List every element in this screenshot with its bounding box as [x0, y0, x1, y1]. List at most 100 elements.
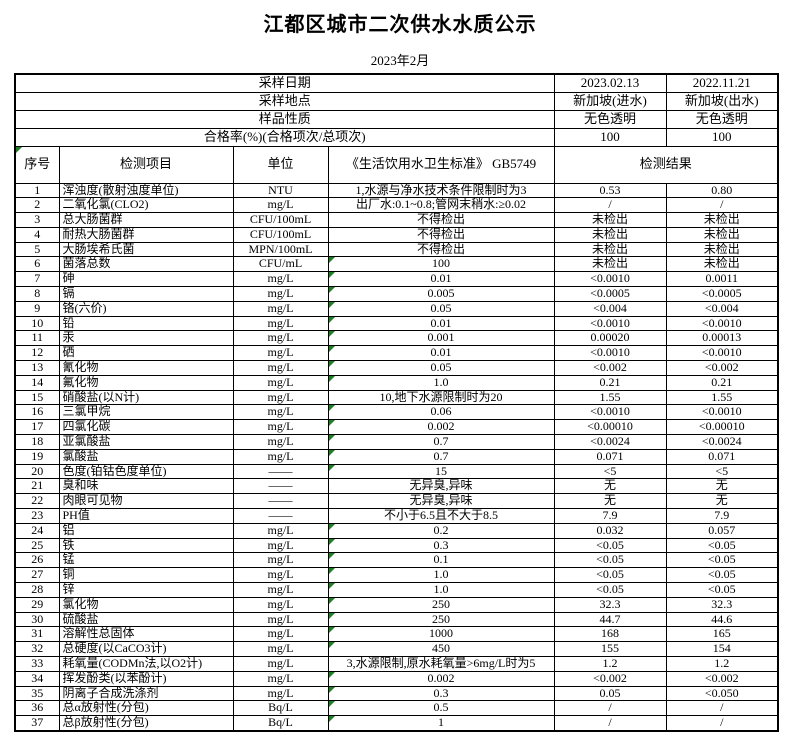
row-number: 30 — [14, 611, 60, 628]
test-item-name: 大肠埃希氏菌 — [58, 241, 234, 258]
unit: mg/L — [232, 345, 329, 362]
standard-limit: 0.01 — [327, 315, 555, 332]
standard-limit-text: 0.001 — [427, 330, 455, 345]
unit: mg/L — [232, 670, 329, 687]
standard-limit: 1.0 — [327, 582, 555, 598]
standard-limit: 0.1 — [327, 552, 555, 569]
result-sample1: <5 — [553, 463, 667, 480]
flag-triangle-icon — [329, 317, 335, 323]
test-item-name: 硝酸盐(以N计) — [58, 389, 234, 406]
result-sample1: <0.05 — [553, 567, 667, 584]
standard-limit-text: 0.01 — [430, 316, 452, 330]
test-item-name: 总α放射性(分包) — [58, 700, 234, 717]
info-value-sample2: 2022.11.21 — [665, 73, 779, 93]
info-value-sample2: 无色透明 — [665, 109, 779, 129]
header-no-label: 序号 — [24, 156, 51, 172]
water-quality-table: 采样日期 2023.02.13 2022.11.21 采样地点 新加坡(进水) … — [14, 73, 780, 732]
row-number: 33 — [14, 656, 60, 672]
test-item-name: 铜 — [58, 567, 234, 584]
unit: mg/L — [232, 611, 329, 628]
row-number: 32 — [14, 641, 60, 657]
standard-limit-text: 1.0 — [433, 567, 449, 582]
result-sample1: 未检出 — [553, 256, 667, 273]
result-sample2: 7.9 — [665, 508, 779, 524]
unit: mg/L — [232, 197, 329, 214]
result-sample1: 1.55 — [553, 389, 667, 406]
standard-limit-text: 0.05 — [430, 301, 452, 315]
standard-limit-text: 0.2 — [433, 523, 449, 537]
standard-limit-text: 0.002 — [427, 671, 455, 685]
standard-limit: 0.002 — [327, 670, 555, 687]
row-number: 10 — [14, 315, 60, 332]
row-number: 24 — [14, 522, 60, 539]
standard-limit-text: 15 — [435, 464, 447, 478]
result-sample2: / — [665, 700, 779, 717]
result-sample1: <0.05 — [553, 552, 667, 569]
test-item-name: 阴离子合成洗涤剂 — [58, 685, 234, 702]
standard-limit-text: 0.05 — [430, 360, 452, 375]
standard-limit: 0.5 — [327, 700, 555, 717]
standard-limit: 0.001 — [327, 330, 555, 347]
standard-limit-text: 0.01 — [430, 345, 452, 360]
result-sample1: 0.05 — [553, 685, 667, 702]
row-number: 6 — [14, 256, 60, 273]
flag-triangle-icon — [329, 701, 335, 708]
result-sample2: <0.0005 — [665, 286, 779, 302]
result-sample1: <0.004 — [553, 300, 667, 317]
standard-limit-text: 0.002 — [427, 419, 455, 434]
flag-triangle-icon — [329, 583, 335, 590]
info-value-sample1: 新加坡(进水) — [553, 91, 667, 111]
test-item-name: PH值 — [58, 508, 234, 524]
row-number: 1 — [14, 182, 60, 199]
unit: mg/L — [232, 315, 329, 332]
unit: mg/L — [232, 522, 329, 539]
standard-limit-text: 250 — [432, 597, 450, 611]
flag-triangle-icon — [329, 346, 335, 353]
row-number: 3 — [14, 212, 60, 228]
result-sample2: <0.05 — [665, 567, 779, 584]
result-sample1: <0.0005 — [553, 286, 667, 302]
row-number: 2 — [14, 197, 60, 214]
standard-limit: 450 — [327, 641, 555, 657]
result-sample2: 无 — [665, 493, 779, 510]
result-sample1: <0.0010 — [553, 404, 667, 421]
test-item-name: 亚氯酸盐 — [58, 434, 234, 450]
report-month: 2023年2月 — [370, 53, 430, 68]
unit: —— — [232, 463, 329, 480]
row-number: 11 — [14, 330, 60, 347]
table-row: 24 铝 mg/L 0.2 0.032 0.057 — [14, 522, 779, 539]
result-sample2: 44.6 — [665, 611, 779, 628]
flag-triangle-icon — [329, 524, 335, 530]
flag-triangle-icon — [329, 287, 335, 294]
standard-limit: 15 — [327, 463, 555, 480]
unit: mg/L — [232, 552, 329, 569]
table-row: 33 耗氧量(CODMn法,以O2计) mg/L 3,水源限制,原水耗氧量>6m… — [14, 656, 779, 672]
result-sample2: 165 — [665, 626, 779, 643]
standard-limit: 100 — [327, 256, 555, 273]
table-row: 29 氯化物 mg/L 250 32.3 32.3 — [14, 596, 779, 613]
standard-limit-text: 出厂水:0.1~0.8;管网末稍水:≥0.02 — [355, 197, 527, 212]
standard-limit: 250 — [327, 611, 555, 628]
standard-limit: 10,地下水源限制时为20 — [327, 389, 555, 406]
result-sample2: <0.0010 — [665, 345, 779, 362]
table-row: 7 砷 mg/L 0.01 <0.0010 0.0011 — [14, 271, 779, 288]
unit: mg/L — [232, 567, 329, 584]
test-item-name: 耗氧量(CODMn法,以O2计) — [58, 656, 234, 672]
row-number: 16 — [14, 404, 60, 421]
row-number: 9 — [14, 300, 60, 317]
table-row: 35 阴离子合成洗涤剂 mg/L 0.3 0.05 <0.050 — [14, 685, 779, 702]
flag-triangle-icon — [329, 435, 335, 442]
flag-triangle-icon — [329, 672, 335, 678]
info-value-sample1: 无色透明 — [553, 109, 667, 129]
result-sample2: 1.55 — [665, 389, 779, 406]
flag-triangle-icon — [329, 553, 335, 560]
unit: mg/L — [232, 389, 329, 406]
standard-limit: 不得检出 — [327, 212, 555, 228]
header-result: 检测结果 — [553, 145, 779, 184]
result-sample1: <0.00010 — [553, 419, 667, 436]
result-sample1: 未检出 — [553, 212, 667, 228]
flag-triangle-icon — [329, 302, 335, 308]
standard-limit-text: 1.0 — [433, 375, 449, 389]
standard-limit-text: 0.3 — [433, 538, 449, 552]
standard-limit-text: 不得检出 — [417, 242, 466, 256]
